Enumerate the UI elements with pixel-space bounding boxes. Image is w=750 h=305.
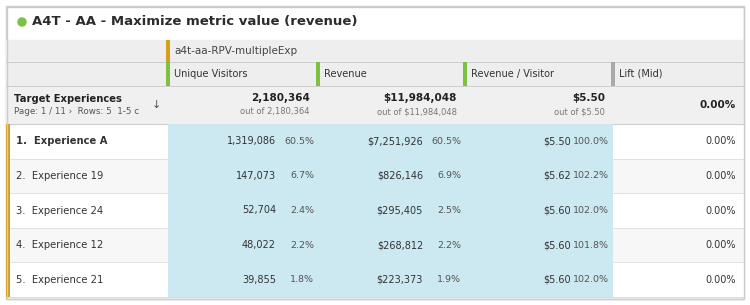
Text: 0.00%: 0.00% [706,171,736,181]
Text: 2.2%: 2.2% [290,241,314,249]
Text: $295,405: $295,405 [376,206,423,216]
Text: $268,812: $268,812 [376,240,423,250]
Circle shape [18,18,26,26]
Text: $5.60: $5.60 [543,240,571,250]
Bar [463,62,467,86]
Text: 6.9%: 6.9% [437,171,461,180]
Bar [6,40,744,297]
Bar [318,228,465,262]
Bar [318,193,465,228]
Bar [465,193,613,228]
Text: 1.8%: 1.8% [290,275,314,284]
Text: 6.7%: 6.7% [290,171,314,180]
Bar [6,262,744,297]
Text: 101.8%: 101.8% [573,241,609,249]
Text: 2.2%: 2.2% [437,241,461,249]
Bar [465,124,613,159]
Text: 2.  Experience 19: 2. Experience 19 [16,171,104,181]
Bar [318,159,465,193]
Text: 0.00%: 0.00% [706,206,736,216]
Text: a4t-aa-RPV-multipleExp: a4t-aa-RPV-multipleExp [174,46,297,56]
Text: 0.00%: 0.00% [706,275,736,285]
Bar [6,193,744,228]
Text: A4T - AA - Maximize metric value (revenue): A4T - AA - Maximize metric value (revenu… [32,16,358,28]
Text: Target Experiences: Target Experiences [14,94,122,104]
Bar [316,62,320,86]
Text: Revenue / Visitor: Revenue / Visitor [471,69,554,79]
Bar [465,262,613,297]
Bar [168,262,318,297]
Text: $5.60: $5.60 [543,275,571,285]
Text: 2.4%: 2.4% [290,206,314,215]
Text: 60.5%: 60.5% [284,137,314,146]
Text: 4.  Experience 12: 4. Experience 12 [16,240,104,250]
Bar [166,62,170,86]
Text: Unique Visitors: Unique Visitors [174,69,248,79]
Text: 5.  Experience 21: 5. Experience 21 [16,275,104,285]
Text: 102.2%: 102.2% [573,171,609,180]
Text: Revenue: Revenue [324,69,367,79]
Text: 0.00%: 0.00% [706,136,736,146]
Text: out of $5.50: out of $5.50 [554,107,605,116]
Bar [166,40,170,62]
Text: $5.62: $5.62 [543,171,571,181]
Bar [168,193,318,228]
Bar [6,86,744,124]
Bar [611,62,615,86]
Text: Page: 1 / 11 ›  Rows: 5  1-5 c: Page: 1 / 11 › Rows: 5 1-5 c [14,107,140,116]
Text: 2.5%: 2.5% [437,206,461,215]
Bar [318,124,465,159]
Bar [318,262,465,297]
Bar [6,124,10,159]
Text: 1.9%: 1.9% [437,275,461,284]
Text: 39,855: 39,855 [242,275,276,285]
Text: 0.00%: 0.00% [700,100,736,110]
Text: $5.60: $5.60 [543,206,571,216]
Text: 1,319,086: 1,319,086 [226,136,276,146]
Text: 100.0%: 100.0% [573,137,609,146]
Text: 102.0%: 102.0% [573,206,609,215]
Text: $7,251,926: $7,251,926 [368,136,423,146]
Text: 48,022: 48,022 [242,240,276,250]
Text: 102.0%: 102.0% [573,275,609,284]
Bar [6,228,10,262]
Text: 3.  Experience 24: 3. Experience 24 [16,206,103,216]
Text: 2,180,364: 2,180,364 [251,93,310,103]
Text: 0.00%: 0.00% [706,240,736,250]
Text: $5.50: $5.50 [572,93,605,103]
Text: Lift (Mid): Lift (Mid) [619,69,662,79]
Bar [465,228,613,262]
Bar [168,228,318,262]
Text: 147,073: 147,073 [236,171,276,181]
Text: 60.5%: 60.5% [431,137,461,146]
Bar [6,62,744,86]
Text: $5.50: $5.50 [543,136,571,146]
Bar [6,228,744,262]
Text: out of 2,180,364: out of 2,180,364 [241,107,310,116]
Bar [465,159,613,193]
Text: out of $11,984,048: out of $11,984,048 [377,107,457,116]
Bar [6,40,744,62]
Text: $223,373: $223,373 [376,275,423,285]
Bar [6,159,10,193]
Bar [6,193,10,228]
Text: 52,704: 52,704 [242,206,276,216]
Text: 1.  Experience A: 1. Experience A [16,136,107,146]
Bar [6,262,10,297]
Bar [168,159,318,193]
Text: $11,984,048: $11,984,048 [383,93,457,103]
Text: ↓: ↓ [152,100,160,110]
Bar [6,124,744,159]
Text: $826,146: $826,146 [376,171,423,181]
Bar [6,159,744,193]
Bar [168,124,318,159]
